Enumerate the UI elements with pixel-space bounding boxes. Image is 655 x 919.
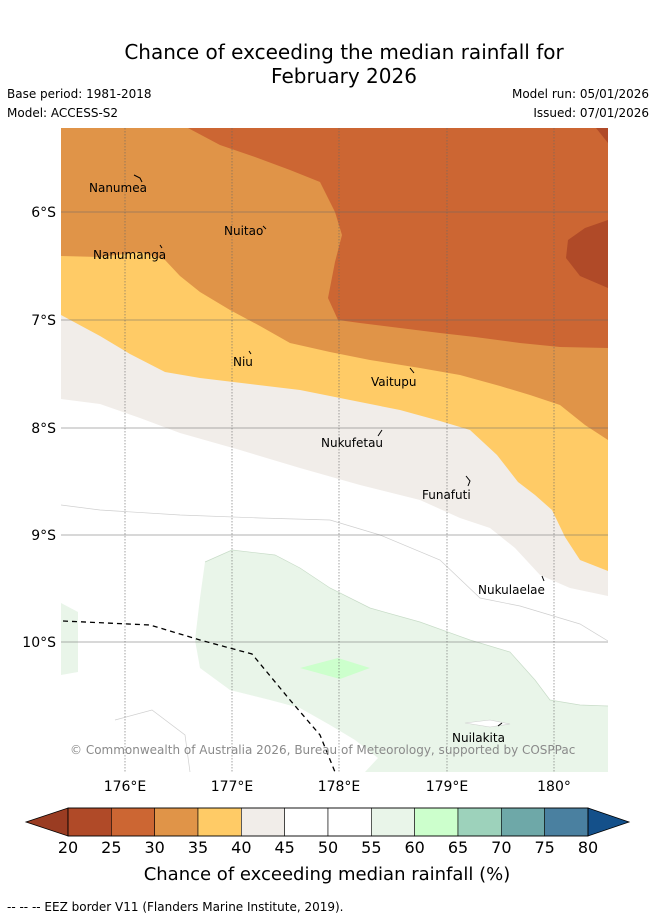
colorbar-title: Chance of exceeding median rainfall (%) [144,864,511,885]
band-60-65 [300,658,370,679]
label-vaitupu: Vaitupu [371,375,417,389]
base-period: Base period: 1981-2018 [7,87,152,101]
colorbar-tick-label: 65 [448,838,468,857]
lon-axis-labels: 176°E 177°E 178°E 179°E 180° [104,779,571,795]
colorbar-tick-label: 60 [404,838,424,857]
chart-title-line2: February 2026 [271,64,417,88]
chart-title-line1: Chance of exceeding the median rainfall … [124,40,564,64]
label-nuitao: Nuitao [224,224,263,238]
colorbar-frame [67,807,589,837]
label-nukufetau: Nukufetau [321,436,383,450]
label-nanumea: Nanumea [89,181,147,195]
colorbar-segment [414,807,459,837]
label-funafuti: Funafuti [422,488,471,502]
band-55-60-west [61,603,78,675]
island-outlines [133,174,545,727]
colorbar-tick-label: 25 [101,838,121,857]
map-fill-layer [61,128,608,772]
label-nuilakita: Nuilakita [452,731,505,745]
contour-line-55 [204,549,608,707]
colorbar-ticks: 20 25 30 35 40 45 50 55 60 65 70 75 80 [58,838,598,857]
colorbar-tick-label: 50 [318,838,338,857]
gridlines [61,128,608,772]
colorbar-tick-label: 35 [188,838,208,857]
colorbar-segment [197,807,242,837]
colorbar-segment [154,807,199,837]
island-nukulaelae [541,575,545,582]
band-20-25-corner [596,128,608,143]
label-nanumanga: Nanumanga [93,248,166,262]
lon-label-178e: 178°E [318,779,361,795]
lon-label-177e: 177°E [211,779,254,795]
lat-axis-labels: 6°S 7°S 8°S 9°S 10°S [22,205,56,651]
colorbar-tick-label: 20 [58,838,78,857]
island-nanumanga [159,244,163,249]
colorbar-segment [544,807,589,837]
lat-label-7s: 7°S [31,313,56,329]
lon-label-180: 180° [537,779,571,795]
eez-footnote: -- -- -- EEZ border V11 (Flanders Marine… [7,900,344,914]
colorbar-tick-label: 40 [231,838,251,857]
contour-line-south [114,709,191,772]
colorbar-segment [457,807,502,837]
band-55-60 [195,550,608,772]
model-name: Model: ACCESS-S2 [7,106,119,120]
island-nuilakita [497,722,503,727]
band-20-25 [566,220,608,288]
eez-border [62,620,336,773]
colorbar-under-arrow [24,807,69,837]
colorbar-tick-label: 70 [491,838,511,857]
lat-label-8s: 8°S [31,421,56,437]
island-niu [248,350,252,355]
island-nukufetau [377,429,383,437]
place-labels: Nanumea Nuitao Nanumanga Niu Vaitupu Nuk… [89,181,545,745]
colorbar: 20 25 30 35 40 45 50 55 60 65 70 75 80 Chance of exc… [24,807,631,885]
label-nukulaelae: Nukulaelae [478,583,545,597]
island-vaitupu [409,367,415,374]
colorbar-segments [67,807,589,837]
lon-label-179e: 179°E [426,779,469,795]
colorbar-tick-label: 55 [361,838,381,857]
lat-label-9s: 9°S [31,528,56,544]
lon-label-176e: 176°E [104,779,147,795]
colorbar-tick-label: 80 [578,838,598,857]
colorbar-segment [67,807,112,837]
label-niu: Niu [233,355,253,369]
colorbar-segment [327,807,372,837]
lat-label-6s: 6°S [31,205,56,221]
colorbar-tick-label: 45 [274,838,294,857]
colorbar-over-arrow [587,807,631,837]
colorbar-tick-label: 75 [534,838,554,857]
band-25-30 [188,128,608,348]
colorbar-segment [241,807,285,837]
colorbar-segment [111,807,155,837]
issued-date: Issued: 07/01/2026 [533,106,649,120]
colorbar-tick-label: 30 [144,838,164,857]
island-funafuti [465,475,471,487]
copyright-watermark: © Commonwealth of Australia 2026, Bureau… [70,743,575,757]
colorbar-segment [284,807,329,837]
island-nuitao [262,225,267,230]
island-nanumea [133,174,143,183]
colorbar-segment [371,807,415,837]
lat-label-10s: 10°S [22,635,56,651]
colorbar-segment [501,807,545,837]
model-run: Model run: 05/01/2026 [511,87,649,101]
